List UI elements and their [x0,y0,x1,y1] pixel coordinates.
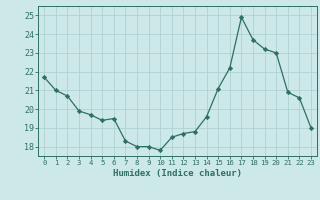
X-axis label: Humidex (Indice chaleur): Humidex (Indice chaleur) [113,169,242,178]
